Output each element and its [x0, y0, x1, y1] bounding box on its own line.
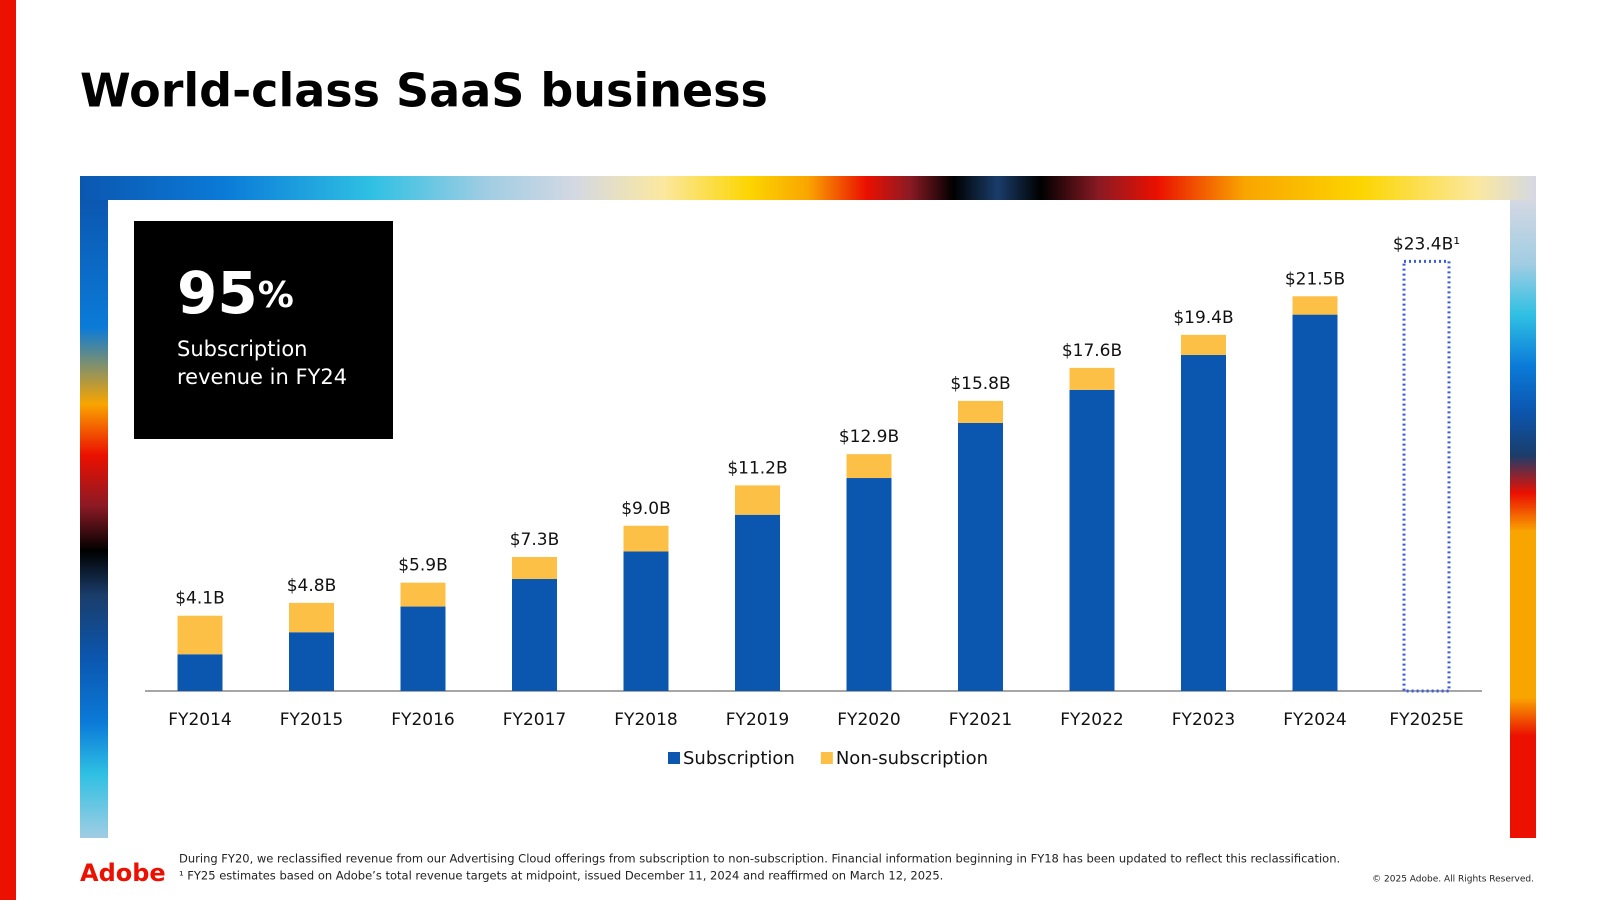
total-label: $7.3B — [510, 530, 560, 550]
bar-segment — [400, 606, 446, 691]
bar-segment — [289, 602, 334, 633]
x-tick-label: FY2014 — [168, 710, 231, 730]
x-tick-label: FY2022 — [1060, 710, 1123, 730]
x-tick-label: FY2024 — [1283, 710, 1346, 730]
bar-segment — [512, 579, 557, 691]
callout-text: Subscription — [177, 337, 307, 361]
bar-segment — [1069, 367, 1115, 390]
callout-box — [134, 221, 393, 439]
bar-segment — [289, 632, 334, 691]
bar-segment — [177, 654, 223, 691]
callout-number: 95% — [177, 259, 294, 327]
total-label: $4.8B — [287, 576, 337, 596]
x-tick-label: FY2017 — [503, 710, 566, 730]
footnote: ¹ FY25 estimates based on Adobe’s total … — [179, 869, 943, 883]
accent-stripe — [0, 0, 16, 900]
bar-segment — [735, 485, 780, 515]
legend-label: Subscription — [683, 748, 795, 769]
bar-segment — [846, 478, 892, 691]
frame-left — [80, 200, 108, 838]
x-tick-label: FY2018 — [614, 710, 677, 730]
total-label: $4.1B — [175, 589, 225, 609]
bar-segment — [958, 400, 1003, 423]
x-tick-label: FY2020 — [837, 710, 900, 730]
total-label: $19.4B — [1173, 308, 1233, 328]
callout-unit: % — [258, 275, 294, 316]
x-tick-label: FY2021 — [949, 710, 1012, 730]
footnote: During FY20, we reclassified revenue fro… — [179, 852, 1340, 866]
bar-segment — [1292, 314, 1338, 691]
slide-title: World-class SaaS business — [80, 64, 768, 118]
bar-segment — [846, 454, 892, 479]
bar-segment — [958, 422, 1003, 691]
bar-segment — [735, 514, 780, 691]
bar-segment — [512, 556, 557, 580]
copyright: © 2025 Adobe. All Rights Reserved. — [1372, 875, 1534, 885]
x-tick-label: FY2019 — [726, 710, 789, 730]
total-label: $23.4B¹ — [1393, 234, 1460, 254]
total-label: $12.9B — [839, 427, 899, 447]
logo: Adobe — [80, 859, 166, 887]
legend-swatch — [820, 752, 833, 764]
x-tick-label: FY2015 — [280, 710, 343, 730]
total-label: $5.9B — [398, 556, 448, 576]
bar-segment — [623, 551, 669, 691]
bar-segment — [1181, 334, 1226, 356]
callout-value: 95 — [177, 259, 258, 327]
bar-segment — [1292, 296, 1338, 315]
x-tick-label: FY2023 — [1172, 710, 1235, 730]
total-label: $17.6B — [1062, 341, 1122, 361]
callout-text: revenue in FY24 — [177, 365, 347, 389]
bar-segment — [177, 615, 223, 655]
frame-right — [1510, 200, 1536, 838]
total-label: $11.2B — [727, 458, 787, 478]
total-label: $9.0B — [621, 499, 671, 519]
total-label: $15.8B — [950, 374, 1010, 394]
total-label: $21.5B — [1285, 269, 1345, 289]
bar-segment — [623, 525, 669, 552]
legend-label: Non-subscription — [836, 748, 988, 769]
bar-segment — [1069, 389, 1115, 691]
bar-segment — [400, 582, 446, 607]
x-tick-label: FY2025E — [1389, 710, 1463, 730]
bar-segment — [1181, 355, 1226, 691]
legend-swatch — [668, 752, 680, 764]
x-tick-label: FY2016 — [391, 710, 454, 730]
